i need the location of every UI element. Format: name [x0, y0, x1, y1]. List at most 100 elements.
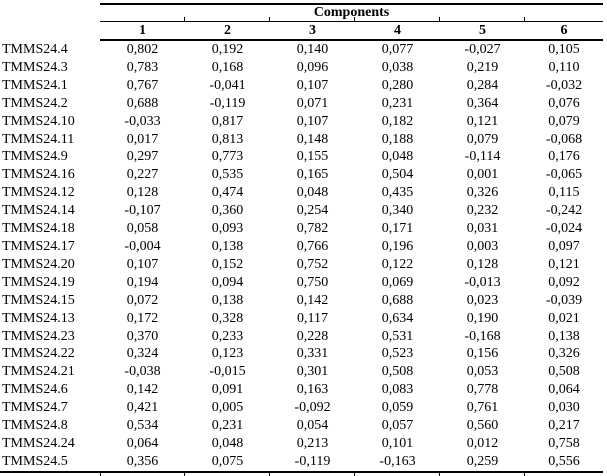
row-label: TMMS24.13: [2, 310, 75, 326]
row-label: TMMS24.21: [2, 364, 75, 380]
value-cell: 0,142: [296, 292, 329, 308]
column-divider-tick: [100, 472, 101, 476]
value-cell: 0,301: [296, 364, 329, 380]
row-label: TMMS24.18: [2, 221, 75, 237]
column-divider-tick: [354, 17, 355, 22]
row-label: TMMS24.14: [2, 203, 75, 219]
value-cell: 0,504: [381, 167, 414, 183]
row-label: TMMS24.20: [2, 256, 75, 272]
value-cell: 0,176: [548, 149, 580, 165]
value-cell: 0,003: [466, 238, 499, 254]
table-row: TMMS24.5 0,356 0,075 -0,119 -0,163 0,259 0,556: [0, 452, 603, 473]
value-cell: -0,039: [545, 292, 583, 308]
value-cell: 0,194: [126, 274, 159, 290]
value-cell: 0,148: [296, 131, 329, 147]
column-header-2: 2: [185, 21, 270, 41]
value-cell: -0,068: [545, 131, 583, 147]
table-row: TMMS24.6 0,142 0,091 0,163 0,083 0,778 0,064: [0, 381, 603, 399]
value-cell: 0,156: [466, 346, 499, 362]
table-row: TMMS24.21 -0,038 -0,015 0,301 0,508 0,053 0,50…: [0, 363, 603, 381]
value-cell: 0,523: [381, 346, 414, 362]
value-cell: -0,004: [124, 238, 161, 254]
value-cell: 0,138: [548, 328, 580, 344]
value-cell: 0,093: [211, 221, 244, 237]
value-cell: 0,059: [381, 400, 414, 416]
column-divider-tick: [439, 472, 440, 476]
column-header-4: 4: [355, 21, 440, 41]
value-cell: -0,033: [124, 113, 161, 129]
row-label: TMMS24.12: [2, 185, 75, 201]
value-cell: -0,041: [209, 77, 246, 93]
value-cell: 0,121: [548, 256, 580, 272]
value-cell: 0,091: [211, 382, 244, 398]
row-label: TMMS24.17: [2, 238, 75, 254]
row-label: TMMS24.19: [2, 274, 75, 290]
value-cell: 0,001: [466, 167, 499, 183]
value-cell: 0,360: [211, 203, 244, 219]
value-cell: 0,778: [466, 382, 499, 398]
row-label: TMMS24.5: [0, 452, 100, 473]
value-cell: 0,110: [548, 59, 580, 75]
column-header-5: 5: [440, 21, 525, 41]
value-cell: 0,192: [211, 42, 244, 57]
row-label: TMMS24.11: [2, 131, 75, 147]
value-cell: 0,038: [381, 59, 414, 75]
column-divider-tick: [354, 472, 355, 476]
value-cell: 0,021: [548, 310, 580, 326]
value-cell: 0,813: [211, 131, 244, 147]
value-cell: 0,072: [126, 292, 159, 308]
value-cell: -0,163: [355, 452, 440, 473]
column-divider-tick: [184, 472, 185, 476]
value-cell: 0,228: [296, 328, 329, 344]
value-cell: 0,117: [297, 310, 328, 326]
row-label: TMMS24.16: [2, 167, 75, 183]
table-row: TMMS24.8 0,534 0,231 0,054 0,057 0,560 0,217: [0, 417, 603, 435]
value-cell: 0,101: [381, 435, 414, 451]
row-label: TMMS24.6: [2, 382, 68, 398]
row-label: TMMS24.22: [2, 346, 75, 362]
value-cell: 0,508: [381, 364, 414, 380]
value-cell: 0,331: [296, 346, 329, 362]
column-header-3: 3: [270, 21, 355, 41]
value-cell: 0,142: [126, 382, 159, 398]
value-cell: 0,155: [296, 149, 329, 165]
value-cell: 0,534: [126, 418, 159, 434]
value-cell: 0,094: [211, 274, 244, 290]
value-cell: 0,121: [466, 113, 499, 129]
value-cell: 0,750: [296, 274, 329, 290]
table-row: TMMS24.23 0,370 0,233 0,228 0,531 -0,168 0,138: [0, 328, 603, 346]
value-cell: -0,119: [270, 452, 355, 473]
value-cell: 0,075: [185, 452, 270, 473]
value-cell: 0,233: [211, 328, 244, 344]
value-cell: 0,219: [466, 59, 499, 75]
value-cell: 0,531: [381, 328, 414, 344]
row-label: TMMS24.23: [2, 328, 75, 344]
value-cell: 0,802: [126, 42, 159, 57]
value-cell: 0,556: [525, 452, 603, 473]
value-cell: 0,326: [466, 185, 499, 201]
row-label: TMMS24.3: [2, 59, 68, 75]
value-cell: 0,280: [381, 77, 414, 93]
table-row: TMMS24.13 0,172 0,328 0,117 0,634 0,190 0,021: [0, 310, 603, 328]
table-row: TMMS24.14 -0,107 0,360 0,254 0,340 0,232 -0,24…: [0, 202, 603, 220]
value-cell: 0,817: [211, 113, 244, 129]
value-cell: 0,069: [381, 274, 414, 290]
column-divider-tick: [269, 472, 270, 476]
value-cell: -0,242: [545, 203, 583, 219]
value-cell: 0,196: [381, 238, 414, 254]
value-cell: 0,076: [548, 95, 580, 111]
row-label: TMMS24.4: [2, 41, 68, 57]
value-cell: 0,535: [211, 167, 244, 183]
value-cell: 0,128: [466, 256, 499, 272]
value-cell: 0,766: [296, 238, 329, 254]
value-cell: 0,227: [126, 167, 159, 183]
value-cell: 0,048: [211, 435, 244, 451]
value-cell: 0,284: [466, 77, 499, 93]
value-cell: 0,128: [126, 185, 159, 201]
value-cell: 0,138: [211, 238, 244, 254]
value-cell: 0,017: [126, 131, 159, 147]
table-row: TMMS24.7 0,421 0,005 -0,092 0,059 0,761 0,030: [0, 399, 603, 417]
value-cell: 0,326: [548, 346, 580, 362]
value-cell: 0,232: [466, 203, 499, 219]
